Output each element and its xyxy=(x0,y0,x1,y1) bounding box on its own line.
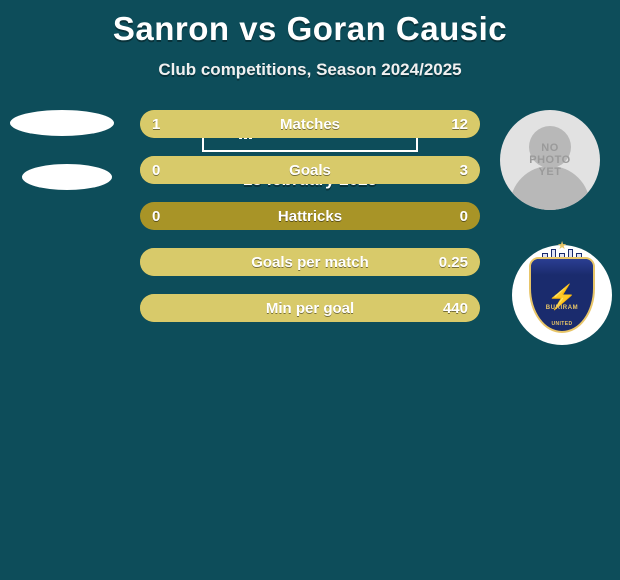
stat-label: Min per goal xyxy=(140,300,480,317)
player-left-avatar xyxy=(10,110,110,210)
stat-bar: Min per goal440 xyxy=(140,294,480,322)
no-photo-placeholder: NO PHOTO YET xyxy=(500,110,600,210)
stat-bar: 0Goals3 xyxy=(140,156,480,184)
player-right-avatar: NO PHOTO YET xyxy=(500,110,600,210)
stat-value-right: 0 xyxy=(460,208,468,225)
ellipse-shape xyxy=(10,110,114,136)
stat-label: Matches xyxy=(140,116,480,133)
stat-value-right: 0.25 xyxy=(439,254,468,271)
no-photo-text: NO PHOTO YET xyxy=(500,142,600,178)
page-title: Sanron vs Goran Causic xyxy=(0,0,620,48)
stat-value-right: 440 xyxy=(443,300,468,317)
stat-bar: Goals per match0.25 xyxy=(140,248,480,276)
stat-bar: 0Hattricks0 xyxy=(140,202,480,230)
crest-text: UNITED xyxy=(531,321,593,327)
stat-value-right: 12 xyxy=(451,116,468,133)
ellipse-shape xyxy=(22,164,112,190)
stat-label: Goals per match xyxy=(140,254,480,271)
stats-bars: 1Matches120Goals30Hattricks0Goals per ma… xyxy=(140,110,480,340)
stat-label: Hattricks xyxy=(140,208,480,225)
crest-text: BURIRAM xyxy=(531,305,593,311)
subtitle: Club competitions, Season 2024/2025 xyxy=(0,60,620,80)
stat-value-right: 3 xyxy=(460,162,468,179)
player-right-club-crest: ★ ⚡ BURIRAM UNITED xyxy=(512,245,612,345)
stat-label: Goals xyxy=(140,162,480,179)
stat-bar: 1Matches12 xyxy=(140,110,480,138)
